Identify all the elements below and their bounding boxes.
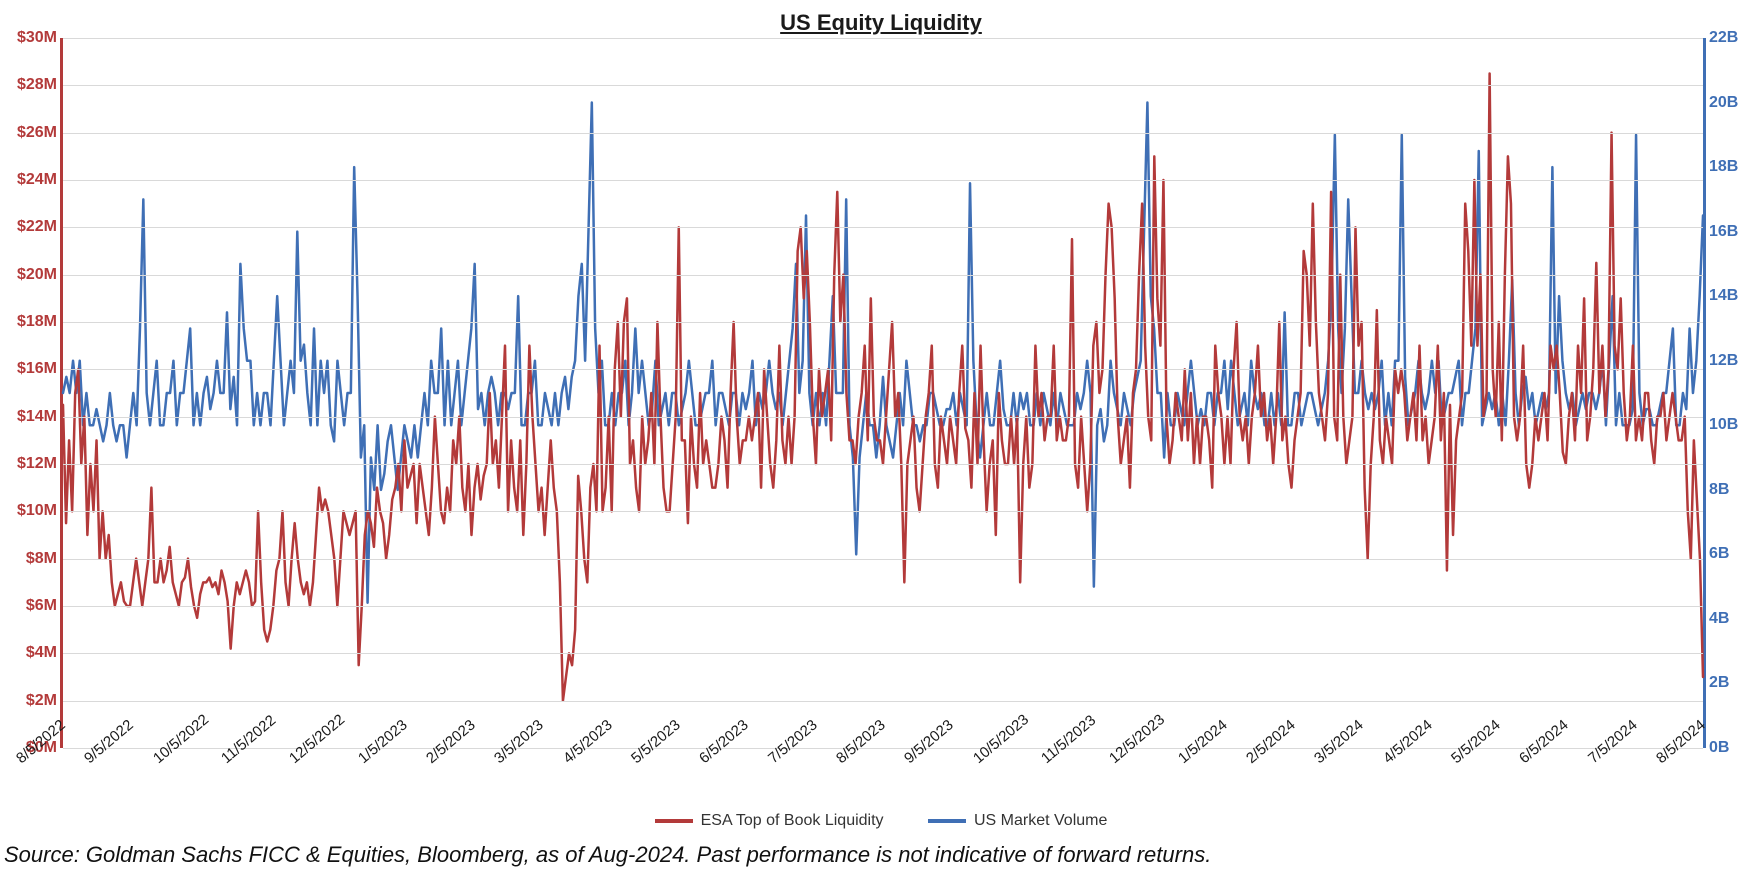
chart-wrap: US Equity Liquidity $0M$2M$4M$6M$8M$10M$… (0, 0, 1762, 880)
y-left-label: $18M (17, 313, 63, 331)
grid-line (63, 606, 1703, 607)
grid-line (63, 322, 1703, 323)
grid-line (63, 701, 1703, 702)
legend-item-2: US Market Volume (928, 812, 1107, 830)
legend-item-1: ESA Top of Book Liquidity (655, 812, 884, 830)
y-right-label: 6B (1703, 545, 1729, 563)
y-right-label: 4B (1703, 610, 1729, 628)
source-note: Source: Goldman Sachs FICC & Equities, B… (0, 842, 1762, 868)
grid-line (63, 559, 1703, 560)
y-left-label: $30M (17, 29, 63, 47)
y-right-label: 10B (1703, 416, 1738, 434)
grid-line (63, 417, 1703, 418)
grid-line (63, 133, 1703, 134)
y-right-label: 8B (1703, 481, 1729, 499)
y-right-label: 18B (1703, 158, 1738, 176)
y-right-label: 0B (1703, 739, 1729, 757)
y-right-label: 22B (1703, 29, 1738, 47)
y-left-label: $10M (17, 502, 63, 520)
chart-title: US Equity Liquidity (0, 10, 1762, 36)
y-right-label: 12B (1703, 352, 1738, 370)
y-left-label: $16M (17, 360, 63, 378)
grid-line (63, 38, 1703, 39)
y-left-label: $8M (26, 550, 63, 568)
grid-line (63, 369, 1703, 370)
grid-line (63, 464, 1703, 465)
legend-label-1: ESA Top of Book Liquidity (701, 812, 884, 830)
grid-line (63, 227, 1703, 228)
y-left-label: $12M (17, 455, 63, 473)
y-left-label: $28M (17, 76, 63, 94)
y-left-label: $20M (17, 266, 63, 284)
y-left-label: $22M (17, 218, 63, 236)
y-left-label: $6M (26, 597, 63, 615)
grid-line (63, 511, 1703, 512)
lines-svg (63, 38, 1703, 748)
grid-line (63, 275, 1703, 276)
grid-line (63, 180, 1703, 181)
grid-line (63, 85, 1703, 86)
y-right-label: 14B (1703, 287, 1738, 305)
y-left-label: $24M (17, 171, 63, 189)
y-left-label: $14M (17, 408, 63, 426)
plot-area: $0M$2M$4M$6M$8M$10M$12M$14M$16M$18M$20M$… (60, 38, 1706, 748)
legend: ESA Top of Book Liquidity US Market Volu… (0, 810, 1762, 830)
y-left-label: $2M (26, 692, 63, 710)
legend-swatch-2 (928, 819, 966, 823)
y-left-label: $26M (17, 124, 63, 142)
y-left-label: $4M (26, 644, 63, 662)
y-right-label: 16B (1703, 223, 1738, 241)
series-us-market-volume (63, 103, 1703, 603)
legend-swatch-1 (655, 819, 693, 823)
legend-label-2: US Market Volume (974, 812, 1107, 830)
y-right-label: 20B (1703, 94, 1738, 112)
y-right-label: 2B (1703, 674, 1729, 692)
grid-line (63, 653, 1703, 654)
